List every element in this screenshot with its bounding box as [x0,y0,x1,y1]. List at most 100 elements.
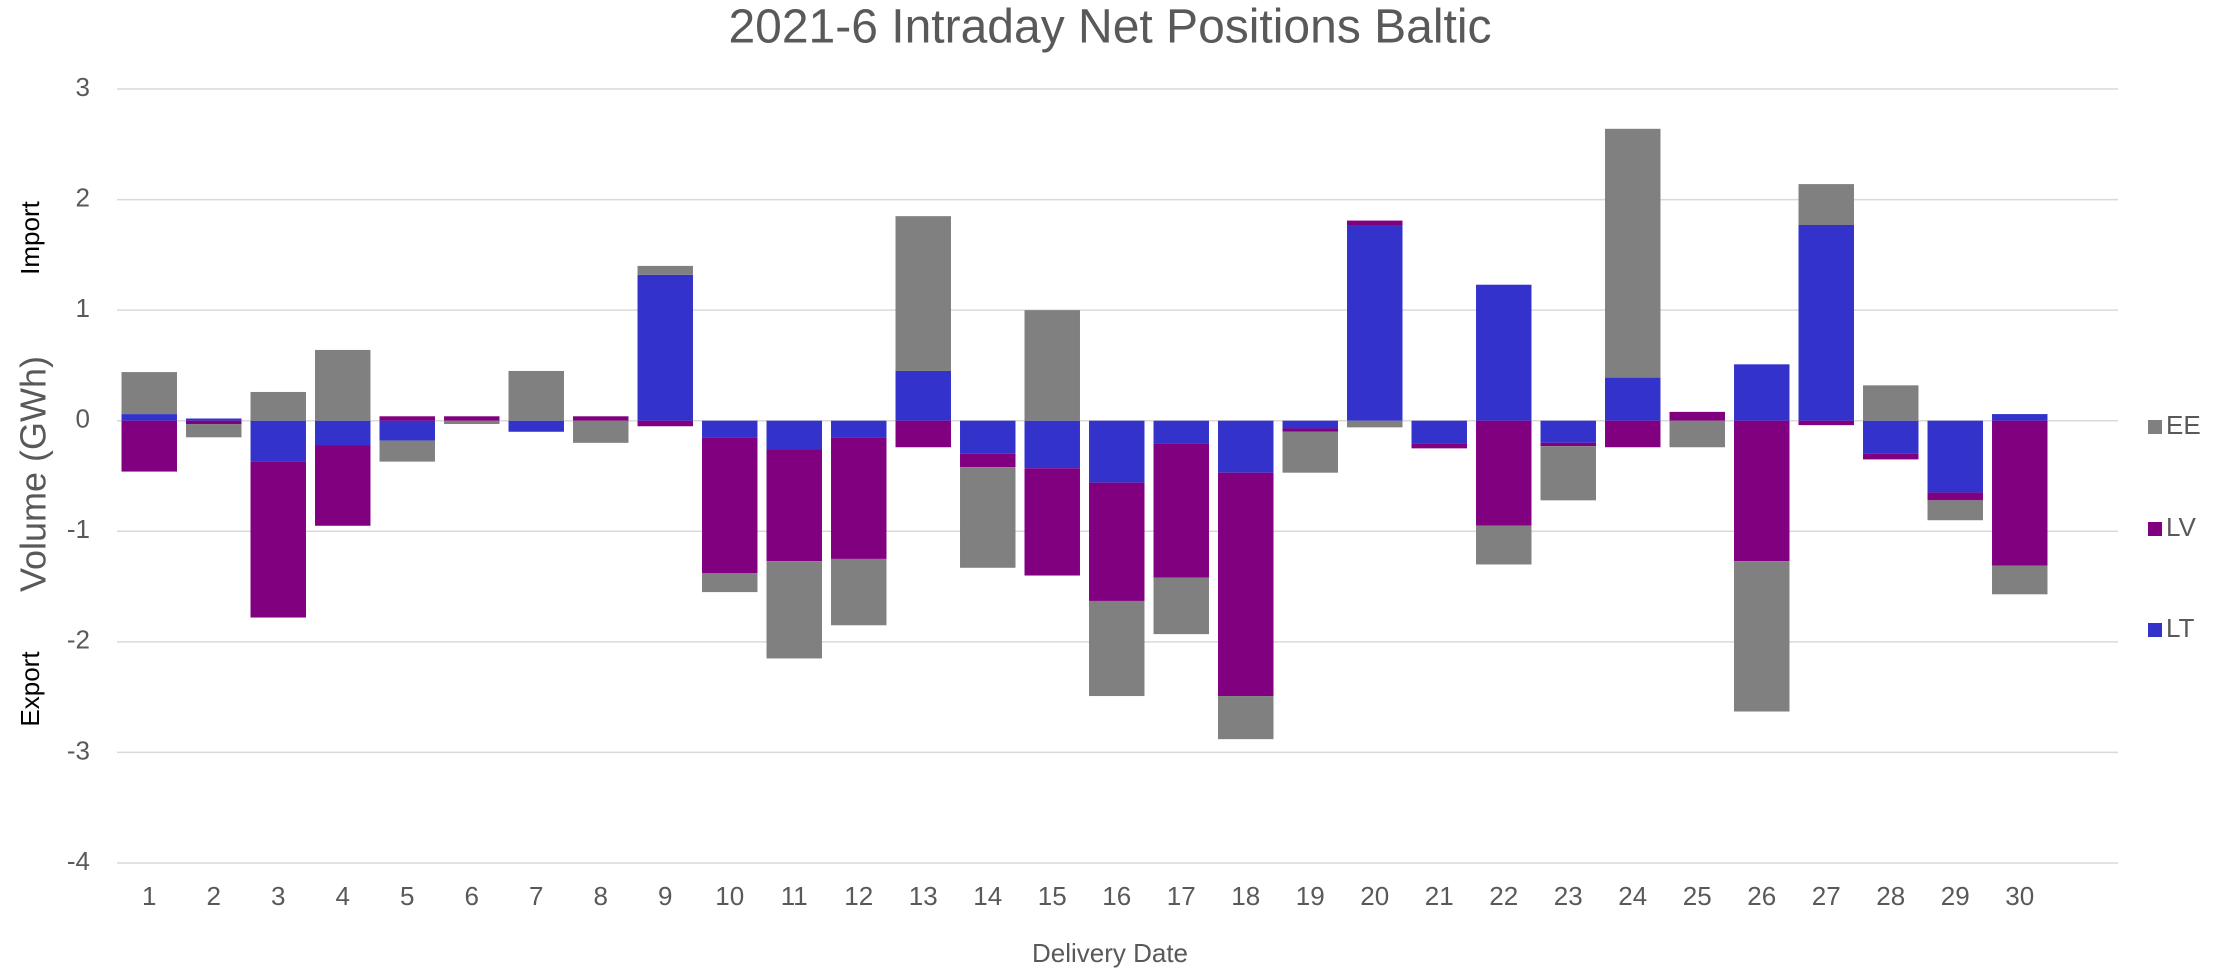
bar-segment [1024,310,1080,421]
y-tick-label: -4 [67,846,90,876]
x-tick-label: 29 [1941,881,1970,911]
bar-segment [831,420,887,438]
bar-segment [960,420,1016,454]
x-tick-label: 6 [465,881,479,911]
bar-segment [1863,385,1919,421]
bar-segment [121,414,177,421]
bar-segment [1734,420,1790,562]
bar-segment [1282,431,1338,473]
bar-segment [315,420,371,446]
x-tick-label: 9 [658,881,672,911]
bar-segment [895,420,951,448]
x-tick-label: 22 [1489,881,1518,911]
bar-segment [1411,420,1467,444]
bar-segment [1605,377,1661,421]
x-tick-label: 12 [844,881,873,911]
x-tick-label: 16 [1102,881,1131,911]
annotation: Export [15,651,45,727]
x-tick-label: 27 [1812,881,1841,911]
x-tick-label: 3 [271,881,285,911]
bar-segment [444,416,500,421]
bar-segment [1153,443,1209,578]
bar-segment [508,420,564,432]
bar-segment [508,370,564,421]
bar-segment [1476,525,1532,565]
bar-segment [766,561,822,659]
bar-segment [315,445,371,526]
x-tick-label: 28 [1876,881,1905,911]
bar-segment [1863,453,1919,460]
x-tick-label: 23 [1554,881,1583,911]
bar-segment [1024,420,1080,469]
x-tick-label: 4 [336,881,350,911]
bar-segment [379,440,435,462]
x-tick-label: 10 [715,881,744,911]
legend-swatch [2148,623,2162,637]
bar-segment [315,349,371,421]
y-tick-label: -2 [67,625,90,655]
x-tick-label: 5 [400,881,414,911]
bar-segment [1089,420,1145,483]
bar-segment [1605,420,1661,448]
x-tick-label: 1 [142,881,156,911]
bar-segment [766,420,822,450]
y-axis-label: Volume (GWh) [13,356,54,592]
y-tick-label: 2 [76,182,90,212]
bar-segment [186,420,242,425]
x-tick-label: 8 [594,881,608,911]
bar-segment [895,370,951,421]
bar-segment [1411,443,1467,449]
bar-segment [1927,492,1983,501]
x-tick-label: 7 [529,881,543,911]
x-tick-label: 30 [2005,881,2034,911]
x-tick-label: 26 [1747,881,1776,911]
bar-segment [1218,420,1274,473]
bar-segment [960,453,1016,468]
bar-segment [637,420,693,427]
bar-segment [1734,364,1790,421]
x-tick-label: 14 [973,881,1002,911]
x-tick-label: 24 [1618,881,1647,911]
y-tick-label: -1 [67,514,90,544]
bar-segment [1540,420,1596,443]
bar-segment [573,420,629,443]
bar-segment [1218,696,1274,740]
bar-segment [1089,482,1145,601]
bar-segment [637,265,693,275]
y-tick-label: -3 [67,735,90,765]
bar-segment [1540,446,1596,501]
bar-segment [1347,420,1403,428]
bar-segment [1798,184,1854,226]
bar-segment [379,420,435,441]
bar-segment [1992,414,2048,421]
bar-segment [121,420,177,472]
x-tick-label: 15 [1038,881,1067,911]
bar-segment [702,573,758,593]
bar-segment [1992,420,2048,566]
bar-segment [1089,600,1145,697]
bar-segment [895,216,951,371]
x-tick-label: 20 [1360,881,1389,911]
bar-segment [702,420,758,438]
bar-segment [1282,428,1338,432]
bar-segment [1605,128,1661,378]
bar-segment [1282,420,1338,429]
x-tick-label: 2 [207,881,221,911]
bar-segment [1347,225,1403,421]
x-tick-label: 17 [1167,881,1196,911]
bar-segment [1863,420,1919,454]
bar-segment [444,420,500,425]
y-tick-label: 3 [76,72,90,102]
bar-segment [1347,220,1403,226]
bar-segment [1734,561,1790,712]
bar-segment [250,420,306,462]
bar-segment [1024,468,1080,576]
bar-segment [1218,472,1274,697]
bar-segment [1476,420,1532,526]
bar-segment [1476,284,1532,421]
bar-segment [573,416,629,421]
bar-segment [186,424,242,438]
bar-segment [702,437,758,574]
bar-segment [1669,411,1725,421]
bar-segment [1927,500,1983,521]
